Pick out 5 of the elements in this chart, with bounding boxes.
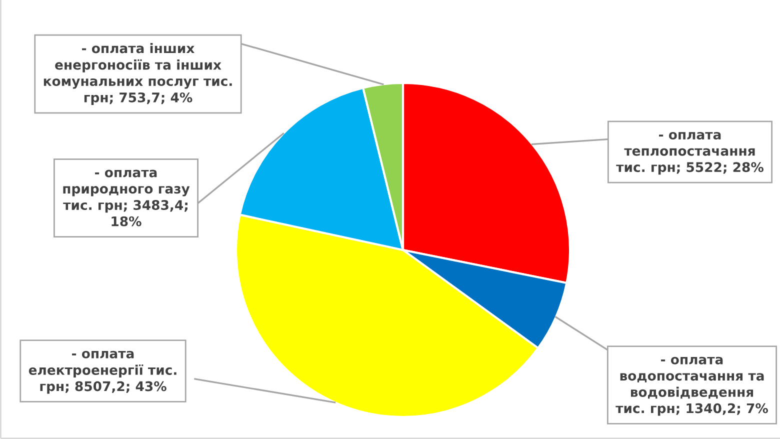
slice-label: - оплата електроенергії тис. грн; 8507,2; 43% [28,350,176,394]
slice-label: - оплата водопостачання та водовідведення тис. грн; 1340,2; 7% [616,356,768,416]
slice-label: - оплата інших енергоносіїв та інших комунальних послуг тис. грн; 753,7; 4% [44,43,232,105]
slice-label: - оплата теплопостачання тис. грн; 5522; 28% [616,132,764,175]
slice-label: - оплата природного газу тис. грн; 3483,4; 18% [63,170,190,226]
